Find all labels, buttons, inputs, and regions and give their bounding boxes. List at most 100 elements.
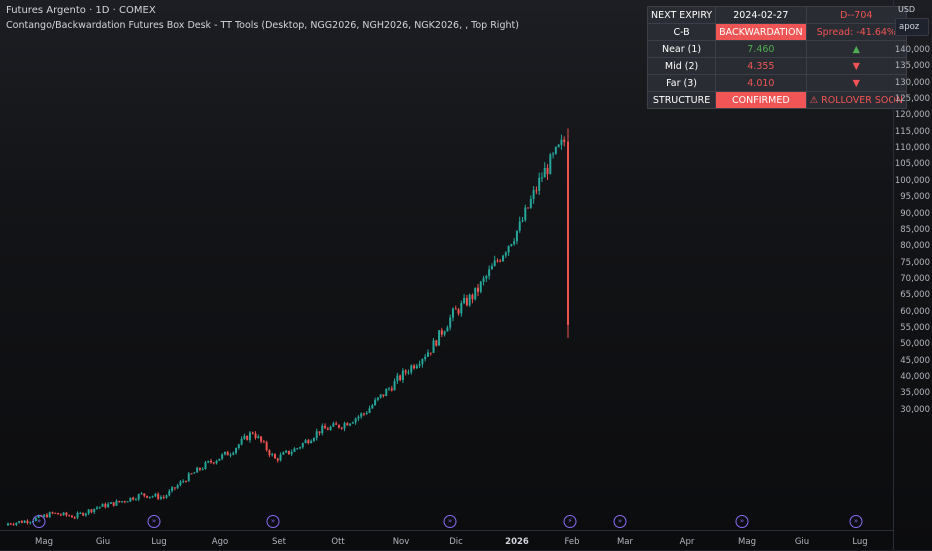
price-tick-label: 125,000 xyxy=(894,94,930,105)
candle-body xyxy=(65,512,68,516)
price-tick-label: 110,000 xyxy=(894,143,930,154)
dividend-icon[interactable]: » xyxy=(32,515,46,528)
candle-body xyxy=(168,490,171,496)
price-tick-label: 70,000 xyxy=(900,273,930,284)
candle-body xyxy=(524,207,527,221)
candle-body xyxy=(438,330,441,346)
candle-body xyxy=(70,515,73,518)
mid-label: Mid (2) xyxy=(648,58,716,74)
price-tick-label: 140,000 xyxy=(894,45,930,55)
candle-body xyxy=(101,503,104,507)
expiry-days: D--704 xyxy=(806,7,906,23)
unit-selector[interactable]: apoz xyxy=(895,18,929,36)
candle-body xyxy=(482,278,485,282)
candle-body xyxy=(507,245,510,253)
candle-body xyxy=(337,424,340,428)
symbol-title[interactable]: Futures Argento · 1D · COMEX xyxy=(6,5,156,16)
time-label: 2026 xyxy=(505,537,529,547)
dividend-icon[interactable]: » xyxy=(266,515,280,528)
candle-body xyxy=(396,375,399,381)
candle-body xyxy=(510,244,513,246)
price-tick-label: 105,000 xyxy=(894,159,930,170)
candle-body xyxy=(23,520,26,523)
candle-body xyxy=(567,141,569,325)
candle-body xyxy=(159,496,162,499)
candle-body xyxy=(376,397,379,400)
candle-body xyxy=(223,451,226,455)
rollover-warning: ⚠ ROLLOVER SOON xyxy=(806,92,906,108)
time-label: Lug xyxy=(151,537,167,547)
dividend-icon[interactable]: » xyxy=(735,515,749,528)
price-tick-label: 130,000 xyxy=(894,77,930,88)
candle-body xyxy=(518,221,521,231)
candle-body xyxy=(162,496,165,498)
dividend-icon[interactable]: » xyxy=(613,515,627,528)
candle-body xyxy=(18,521,21,523)
flash-icon[interactable]: ⚡ xyxy=(563,515,577,528)
candle-body xyxy=(212,462,215,464)
candle-body xyxy=(418,364,421,366)
time-label: Lug xyxy=(852,537,868,547)
dividend-icon[interactable]: » xyxy=(443,515,457,528)
candle-body xyxy=(176,485,179,489)
candle-body xyxy=(432,340,435,353)
candle-body xyxy=(332,423,335,427)
spread-value: Spread: -41.64% xyxy=(806,24,906,40)
time-label: Nov xyxy=(392,537,410,547)
time-label: Mar xyxy=(616,537,634,547)
candle-body xyxy=(9,523,12,525)
candle-body xyxy=(296,448,299,450)
near-label: Near (1) xyxy=(648,41,716,57)
price-tick-label: 85,000 xyxy=(900,224,930,235)
far-down-arrow-icon: ▼ xyxy=(806,75,906,91)
candle-body xyxy=(421,359,424,365)
candle-body xyxy=(393,380,396,391)
candle-body xyxy=(371,405,374,409)
candle-body xyxy=(243,435,246,439)
mid-down-arrow-icon: ▼ xyxy=(806,58,906,74)
candle-body xyxy=(299,447,302,449)
candle-body xyxy=(368,408,371,413)
candle-body xyxy=(340,427,343,429)
time-axis[interactable]: Mag Giu Lug Ago Set Ott Nov Dic 2026 Feb Mar Apr Mag… xyxy=(0,530,893,551)
candle-body xyxy=(187,473,190,482)
time-label: Feb xyxy=(564,537,580,547)
near-value: 7.460 xyxy=(716,41,806,57)
candle-body xyxy=(382,394,385,397)
candle-body xyxy=(404,370,407,373)
candle-body xyxy=(540,177,543,179)
dividend-icon[interactable]: » xyxy=(147,515,161,528)
candle-body xyxy=(276,458,279,461)
candle-body xyxy=(513,241,516,245)
candle-body xyxy=(471,294,474,300)
candle-body xyxy=(357,416,360,419)
dividend-icon[interactable]: » xyxy=(849,515,863,528)
price-chart[interactable] xyxy=(0,0,893,530)
panel-row-cb: C-B BACKWARDATION Spread: -41.64% xyxy=(648,24,906,40)
time-label: Set xyxy=(272,537,286,547)
candle-body xyxy=(43,514,46,517)
candle-body xyxy=(190,473,193,475)
candle-body xyxy=(388,388,391,390)
candle-body xyxy=(549,154,552,175)
candle-body xyxy=(98,506,101,508)
candle-body xyxy=(454,308,457,310)
candle-body xyxy=(20,521,23,523)
candle-body xyxy=(329,426,332,430)
candle-body xyxy=(204,462,207,469)
candle-body xyxy=(279,454,282,461)
candle-body xyxy=(374,399,377,406)
candle-body xyxy=(479,281,482,292)
candle-body xyxy=(126,501,129,503)
candle-body xyxy=(54,512,57,514)
candle-body xyxy=(84,513,87,516)
candle-body xyxy=(109,502,112,504)
candle-body xyxy=(173,487,176,489)
candle-body xyxy=(273,454,276,459)
currency-label[interactable]: USD xyxy=(898,5,916,14)
indicator-title[interactable]: Contango/Backwardation Futures Box Desk … xyxy=(6,20,519,31)
candle-body xyxy=(265,442,268,451)
price-axis[interactable]: 140,000 135,000 130,000 125,000 120,000 115,0… xyxy=(893,0,932,550)
candle-body xyxy=(543,167,546,178)
candle-body xyxy=(413,365,416,369)
